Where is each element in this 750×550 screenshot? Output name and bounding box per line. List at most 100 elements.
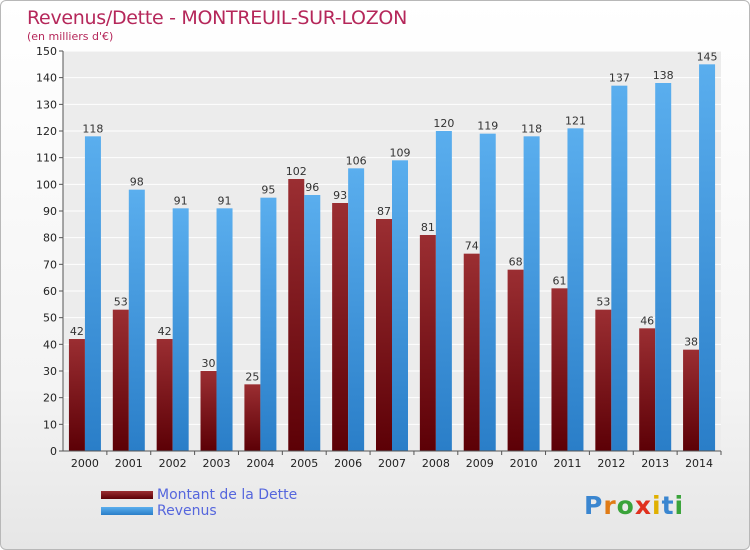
bar-revenus-2007 (392, 160, 408, 452)
label-debt-2013: 46 (640, 314, 654, 327)
bar-debt-2013 (639, 328, 656, 451)
label-debt-2001: 53 (114, 296, 128, 309)
bar-debt-2000 (68, 339, 85, 451)
x-tick-label-2001: 2001 (115, 457, 143, 470)
x-tick-label-2009: 2009 (466, 457, 494, 470)
label-revenus-2001: 98 (130, 176, 144, 189)
proxiti-logo: Proxiti (584, 491, 684, 520)
bar-debt-2010 (507, 269, 524, 451)
x-tick-label-2007: 2007 (378, 457, 406, 470)
y-tick-label-60: 60 (43, 285, 57, 298)
label-revenus-2000: 118 (82, 122, 103, 135)
bar-debt-2005 (288, 179, 305, 451)
bar-debt-2011 (551, 288, 568, 451)
chart-title: Revenus/Dette - MONTREUIL-SUR-LOZON (27, 7, 407, 29)
x-tick-label-2011: 2011 (553, 457, 581, 470)
label-debt-2010: 68 (509, 256, 523, 269)
logo-letter: r (603, 491, 617, 520)
bar-revenus-2004 (260, 197, 277, 451)
x-tick-label-2014: 2014 (685, 457, 713, 470)
y-tick-label-50: 50 (43, 312, 57, 325)
label-debt-2012: 53 (596, 296, 610, 309)
label-revenus-2013: 138 (653, 69, 674, 82)
legend-label-revenus: Revenus (157, 503, 217, 519)
legend-swatch-debt (101, 491, 153, 499)
y-tick-label-30: 30 (43, 365, 57, 378)
label-revenus-2005: 96 (305, 181, 319, 194)
y-tick-label-10: 10 (43, 418, 57, 431)
label-debt-2009: 74 (465, 240, 479, 253)
bar-debt-2003 (200, 371, 217, 451)
bar-revenus-2009 (479, 133, 496, 451)
label-debt-2014: 38 (684, 336, 698, 349)
legend-item-debt: Montant de la Dette (101, 487, 297, 503)
label-revenus-2008: 120 (433, 117, 454, 130)
bar-debt-2008 (419, 235, 436, 451)
label-debt-2005: 102 (286, 165, 307, 178)
label-revenus-2007: 109 (390, 146, 411, 159)
bar-revenus-2000 (84, 136, 101, 452)
y-tick-label-140: 140 (36, 72, 57, 85)
legend: Montant de la Dette Revenus (101, 487, 297, 519)
y-tick-label-110: 110 (36, 152, 57, 165)
label-debt-2000: 42 (70, 325, 84, 338)
y-tick-label-90: 90 (43, 205, 57, 218)
logo-letter: i (674, 491, 685, 520)
legend-label-debt: Montant de la Dette (157, 487, 298, 503)
label-debt-2008: 81 (421, 221, 435, 234)
legend-item-revenus: Revenus (101, 503, 297, 519)
label-revenus-2011: 121 (565, 114, 586, 127)
y-tick-label-70: 70 (43, 258, 57, 271)
logo-letter: o (616, 491, 635, 520)
bar-revenus-2006 (348, 168, 365, 452)
y-tick-label-0: 0 (50, 445, 57, 458)
x-tick-label-2012: 2012 (597, 457, 625, 470)
y-tick-label-120: 120 (36, 125, 57, 138)
bar-debt-2006 (332, 203, 349, 451)
chart-subtitle: (en milliers d'€) (27, 30, 114, 43)
bar-debt-2002 (156, 339, 173, 451)
x-tick-label-2000: 2000 (71, 457, 99, 470)
bar-debt-2001 (112, 309, 129, 451)
logo-letter: P (584, 491, 604, 520)
bar-revenus-2003 (216, 208, 233, 451)
bar-revenus-2013 (655, 83, 672, 451)
label-debt-2002: 42 (158, 325, 172, 338)
bar-revenus-2008 (435, 131, 452, 451)
logo-letter: t (661, 491, 675, 520)
y-tick-label-20: 20 (43, 392, 57, 405)
label-revenus-2004: 95 (261, 184, 275, 197)
label-revenus-2012: 137 (609, 72, 630, 85)
bar-debt-2007 (376, 219, 392, 451)
bar-revenus-2014 (699, 64, 716, 452)
bar-debt-2009 (463, 253, 480, 451)
x-tick-label-2008: 2008 (422, 457, 450, 470)
y-tick-label-40: 40 (43, 338, 57, 351)
x-tick-label-2006: 2006 (334, 457, 362, 470)
label-debt-2003: 30 (202, 357, 216, 370)
label-debt-2004: 25 (245, 370, 259, 383)
bar-revenus-2010 (523, 136, 540, 452)
bar-revenus-2012 (611, 85, 628, 452)
logo-letter: i (652, 491, 662, 520)
label-revenus-2002: 91 (174, 194, 188, 207)
label-revenus-2010: 118 (521, 122, 542, 135)
x-tick-label-2013: 2013 (641, 457, 669, 470)
y-tick-label-130: 130 (36, 98, 57, 111)
x-tick-label-2010: 2010 (510, 457, 538, 470)
label-revenus-2014: 145 (697, 50, 718, 63)
bar-revenus-2001 (128, 189, 145, 451)
legend-swatch-revenus (101, 507, 153, 515)
y-tick-label-80: 80 (43, 232, 57, 245)
bar-debt-2014 (683, 349, 700, 451)
x-tick-label-2003: 2003 (203, 457, 231, 470)
y-tick-label-100: 100 (36, 178, 57, 191)
x-tick-label-2005: 2005 (290, 457, 318, 470)
label-revenus-2009: 119 (477, 120, 498, 133)
bar-debt-2004 (244, 384, 261, 451)
bar-revenus-2002 (172, 208, 189, 451)
label-debt-2006: 93 (333, 189, 347, 202)
label-debt-2007: 87 (377, 205, 391, 218)
x-tick-label-2004: 2004 (246, 457, 274, 470)
